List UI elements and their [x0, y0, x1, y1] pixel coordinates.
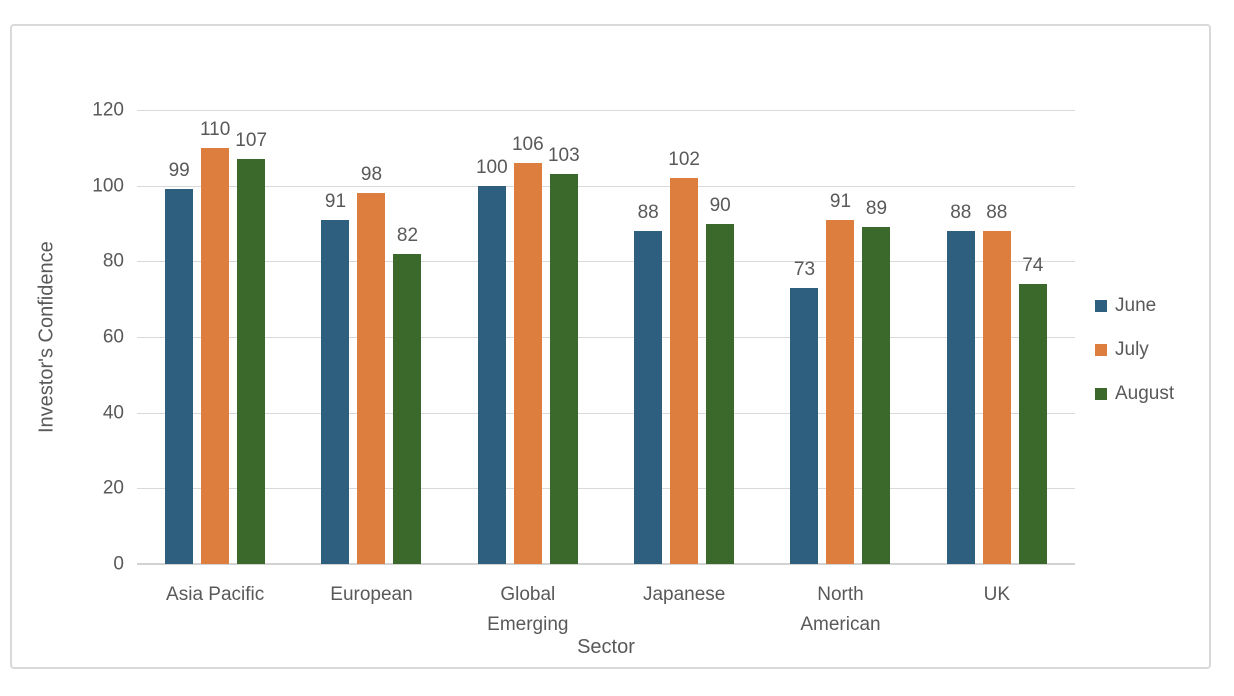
gridline-80 [137, 261, 1075, 263]
bar-groups-container: 99 110 107 91 98 82 100 106 103 88 102 90 73 91 89 88 88… [137, 110, 1075, 564]
bar-label-august-asia-pacific: 107 [235, 130, 268, 152]
legend-label-june: June [1115, 295, 1157, 316]
bar-august-asia-pacific: 107 [235, 130, 267, 564]
legend-swatch-july [1095, 343, 1107, 356]
x-category-cell-asia-pacific: Asia Pacific [137, 580, 293, 640]
x-category-label-uk: UK [983, 584, 1010, 605]
gridline-20 [137, 488, 1075, 490]
bar-label-august-global-emerging: 103 [547, 145, 580, 167]
bar-label-august-japanese: 90 [709, 194, 731, 216]
gridline-60 [137, 337, 1075, 338]
legend-label-august: August [1115, 383, 1175, 404]
bar-group-global-emerging: 100 106 103 [450, 110, 606, 564]
y-tick-label-80: 80 [102, 250, 124, 272]
bar-group-japanese: 88 102 90 [606, 110, 762, 564]
legend: June July August [1095, 294, 1174, 405]
bar-label-july-north-american: 91 [829, 190, 852, 212]
bar-label-july-european: 98 [360, 164, 383, 186]
bar-label-june-north-american: 73 [793, 258, 816, 280]
bar-label-august-european: 82 [396, 224, 419, 246]
x-category-cell-global-emerging: Global Emerging [450, 580, 606, 640]
bar-july-japanese: 102 [668, 149, 700, 564]
legend-label-july: July [1115, 339, 1149, 360]
x-axis-title: Sector [577, 636, 635, 658]
bar-august-japanese: 90 [706, 195, 735, 564]
bar-group-european: 91 98 82 [293, 110, 449, 564]
plot-area: 99 110 107 91 98 82 100 106 103 88 102 90 73 91 89 88 88… [137, 110, 1075, 565]
x-category-cell-european: European [293, 580, 449, 640]
bar-august-global-emerging: 103 [548, 145, 580, 564]
bar-june-asia-pacific: 99 [165, 160, 194, 564]
bar-group-uk: 88 88 74 [919, 110, 1075, 564]
bar-july-european: 98 [357, 164, 386, 564]
bar-group-north-american: 73 91 89 [762, 110, 918, 564]
y-tick-label-120: 120 [92, 99, 124, 121]
y-axis: 0 20 40 60 80 100 120 [32, 101, 124, 574]
bar-label-august-uk: 74 [1022, 255, 1044, 277]
legend-swatch-june [1095, 299, 1107, 312]
legend-item-july: July [1095, 338, 1174, 361]
bar-label-june-uk: 88 [950, 202, 972, 224]
legend-item-june: June [1095, 294, 1174, 317]
gridline-100 [137, 185, 1075, 187]
x-category-label-european: European [330, 584, 413, 605]
gridline-120 [137, 110, 1075, 111]
bar-june-japanese: 88 [634, 202, 663, 564]
gridline-40 [137, 412, 1075, 414]
y-tick-label-100: 100 [92, 175, 124, 197]
bar-label-july-japanese: 102 [668, 149, 700, 171]
bar-label-july-uk: 88 [986, 202, 1008, 224]
bar-july-asia-pacific: 110 [200, 119, 230, 564]
bar-july-north-american: 91 [826, 191, 855, 564]
bar-label-june-european: 91 [324, 190, 347, 212]
y-tick-label-20: 20 [102, 477, 124, 499]
bar-group-asia-pacific: 99 110 107 [137, 110, 293, 564]
bar-july-global-emerging: 106 [512, 134, 544, 564]
gridline-0 [137, 563, 1075, 565]
x-category-label-north-american: North American [800, 584, 881, 635]
x-category-label-asia-pacific: Asia Pacific [166, 584, 265, 605]
chart-frame: Investor's Confidence 0 20 40 60 80 100 120 99… [10, 24, 1211, 669]
bar-august-north-american: 89 [862, 198, 891, 564]
x-category-cell-japanese: Japanese [606, 580, 762, 640]
x-category-cell-north-american: North American [762, 580, 918, 640]
y-tick-label-40: 40 [102, 402, 124, 424]
legend-swatch-august [1095, 387, 1107, 400]
bar-label-june-japanese: 88 [637, 202, 659, 224]
bar-june-european: 91 [321, 191, 350, 564]
bar-label-july-asia-pacific: 110 [200, 118, 231, 140]
bar-label-august-north-american: 89 [865, 198, 888, 220]
x-category-label-global-emerging: Global Emerging [487, 584, 569, 635]
legend-item-august: August [1095, 382, 1174, 405]
y-tick-label-0: 0 [113, 553, 124, 575]
bar-label-june-asia-pacific: 99 [168, 160, 190, 182]
bar-june-north-american: 73 [790, 259, 819, 564]
x-category-label-japanese: Japanese [642, 584, 726, 605]
bar-august-uk: 74 [1018, 255, 1047, 564]
y-tick-label-60: 60 [102, 326, 124, 348]
bar-label-july-global-emerging: 106 [511, 133, 544, 155]
bar-july-uk: 88 [982, 202, 1011, 564]
bar-june-global-emerging: 100 [476, 157, 508, 564]
x-axis-category-labels: Asia Pacific European Global Emerging Japan… [137, 580, 1075, 640]
bar-june-uk: 88 [946, 202, 975, 564]
bar-label-june-global-emerging: 100 [475, 156, 508, 178]
bar-august-european: 82 [393, 225, 422, 564]
x-category-cell-uk: UK [919, 580, 1075, 640]
